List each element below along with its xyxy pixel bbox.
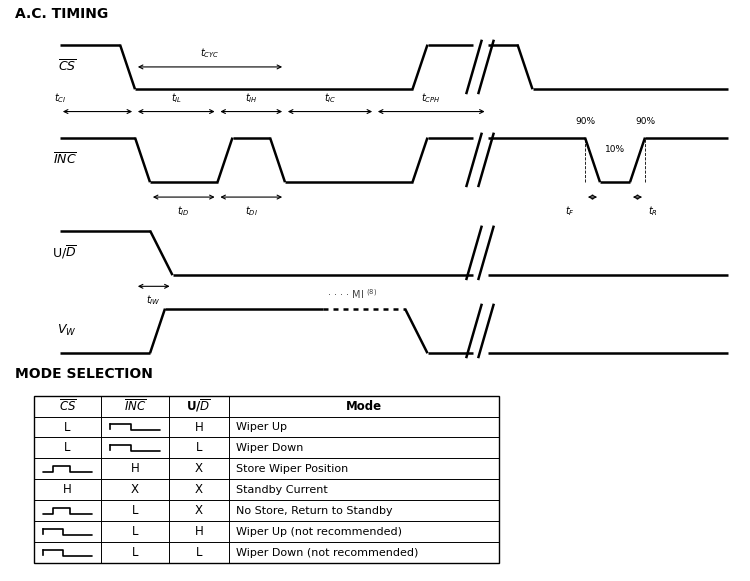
Text: Standby Current: Standby Current [236, 485, 328, 495]
Text: 10%: 10% [605, 145, 625, 154]
Text: Store Wiper Position: Store Wiper Position [236, 464, 349, 474]
Text: · · · · MI $^{(8)}$: · · · · MI $^{(8)}$ [327, 288, 378, 301]
Text: Wiper Up (not recommended): Wiper Up (not recommended) [236, 527, 402, 537]
Text: L: L [132, 504, 138, 518]
Text: $t_{CI}$: $t_{CI}$ [54, 91, 66, 105]
Text: L: L [132, 546, 138, 560]
Text: $t_{ID}$: $t_{ID}$ [178, 204, 190, 217]
Text: Wiper Down: Wiper Down [236, 443, 304, 453]
Text: No Store, Return to Standby: No Store, Return to Standby [236, 506, 393, 516]
Text: A.C. TIMING: A.C. TIMING [15, 8, 108, 21]
Text: $t_{IL}$: $t_{IL}$ [171, 91, 182, 105]
Text: MODE SELECTION: MODE SELECTION [15, 367, 153, 381]
Text: 90%: 90% [575, 117, 595, 127]
Text: U/$\overline{D}$: U/$\overline{D}$ [186, 397, 211, 414]
Text: 90%: 90% [635, 117, 655, 127]
Text: H: H [130, 462, 140, 475]
Text: X: X [195, 483, 202, 496]
Text: X: X [131, 483, 139, 496]
Text: Wiper Down (not recommended): Wiper Down (not recommended) [236, 548, 418, 558]
Text: $\overline{CS}$: $\overline{CS}$ [58, 398, 76, 414]
Text: X: X [195, 504, 202, 518]
Text: $V_W$: $V_W$ [57, 324, 76, 339]
Text: Wiper Up: Wiper Up [236, 422, 287, 432]
Text: X: X [195, 462, 202, 475]
Text: H: H [194, 421, 203, 433]
Text: $t_{CYC}$: $t_{CYC}$ [200, 46, 220, 60]
Text: L: L [64, 421, 70, 433]
Text: $t_{CPH}$: $t_{CPH}$ [422, 91, 441, 105]
Text: Mode: Mode [346, 400, 382, 413]
Text: L: L [196, 442, 202, 454]
Text: H: H [63, 483, 72, 496]
Text: $t_{IW}$: $t_{IW}$ [146, 293, 161, 307]
Text: $t_F$: $t_F$ [565, 204, 575, 217]
Bar [34, 396, 499, 564]
Text: $\overline{INC}$: $\overline{INC}$ [53, 152, 76, 168]
Text: $t_{DI}$: $t_{DI}$ [244, 204, 258, 217]
Text: $t_{IC}$: $t_{IC}$ [324, 91, 336, 105]
Text: U/$\overline{D}$: U/$\overline{D}$ [52, 244, 76, 261]
Text: H: H [194, 525, 203, 539]
Text: $\overline{INC}$: $\overline{INC}$ [124, 398, 146, 414]
Text: L: L [196, 546, 202, 560]
Text: $\overline{CS}$: $\overline{CS}$ [58, 59, 76, 75]
Text: L: L [64, 442, 70, 454]
Text: $t_R$: $t_R$ [647, 204, 658, 217]
Text: L: L [132, 525, 138, 539]
Text: $t_{IH}$: $t_{IH}$ [245, 91, 257, 105]
